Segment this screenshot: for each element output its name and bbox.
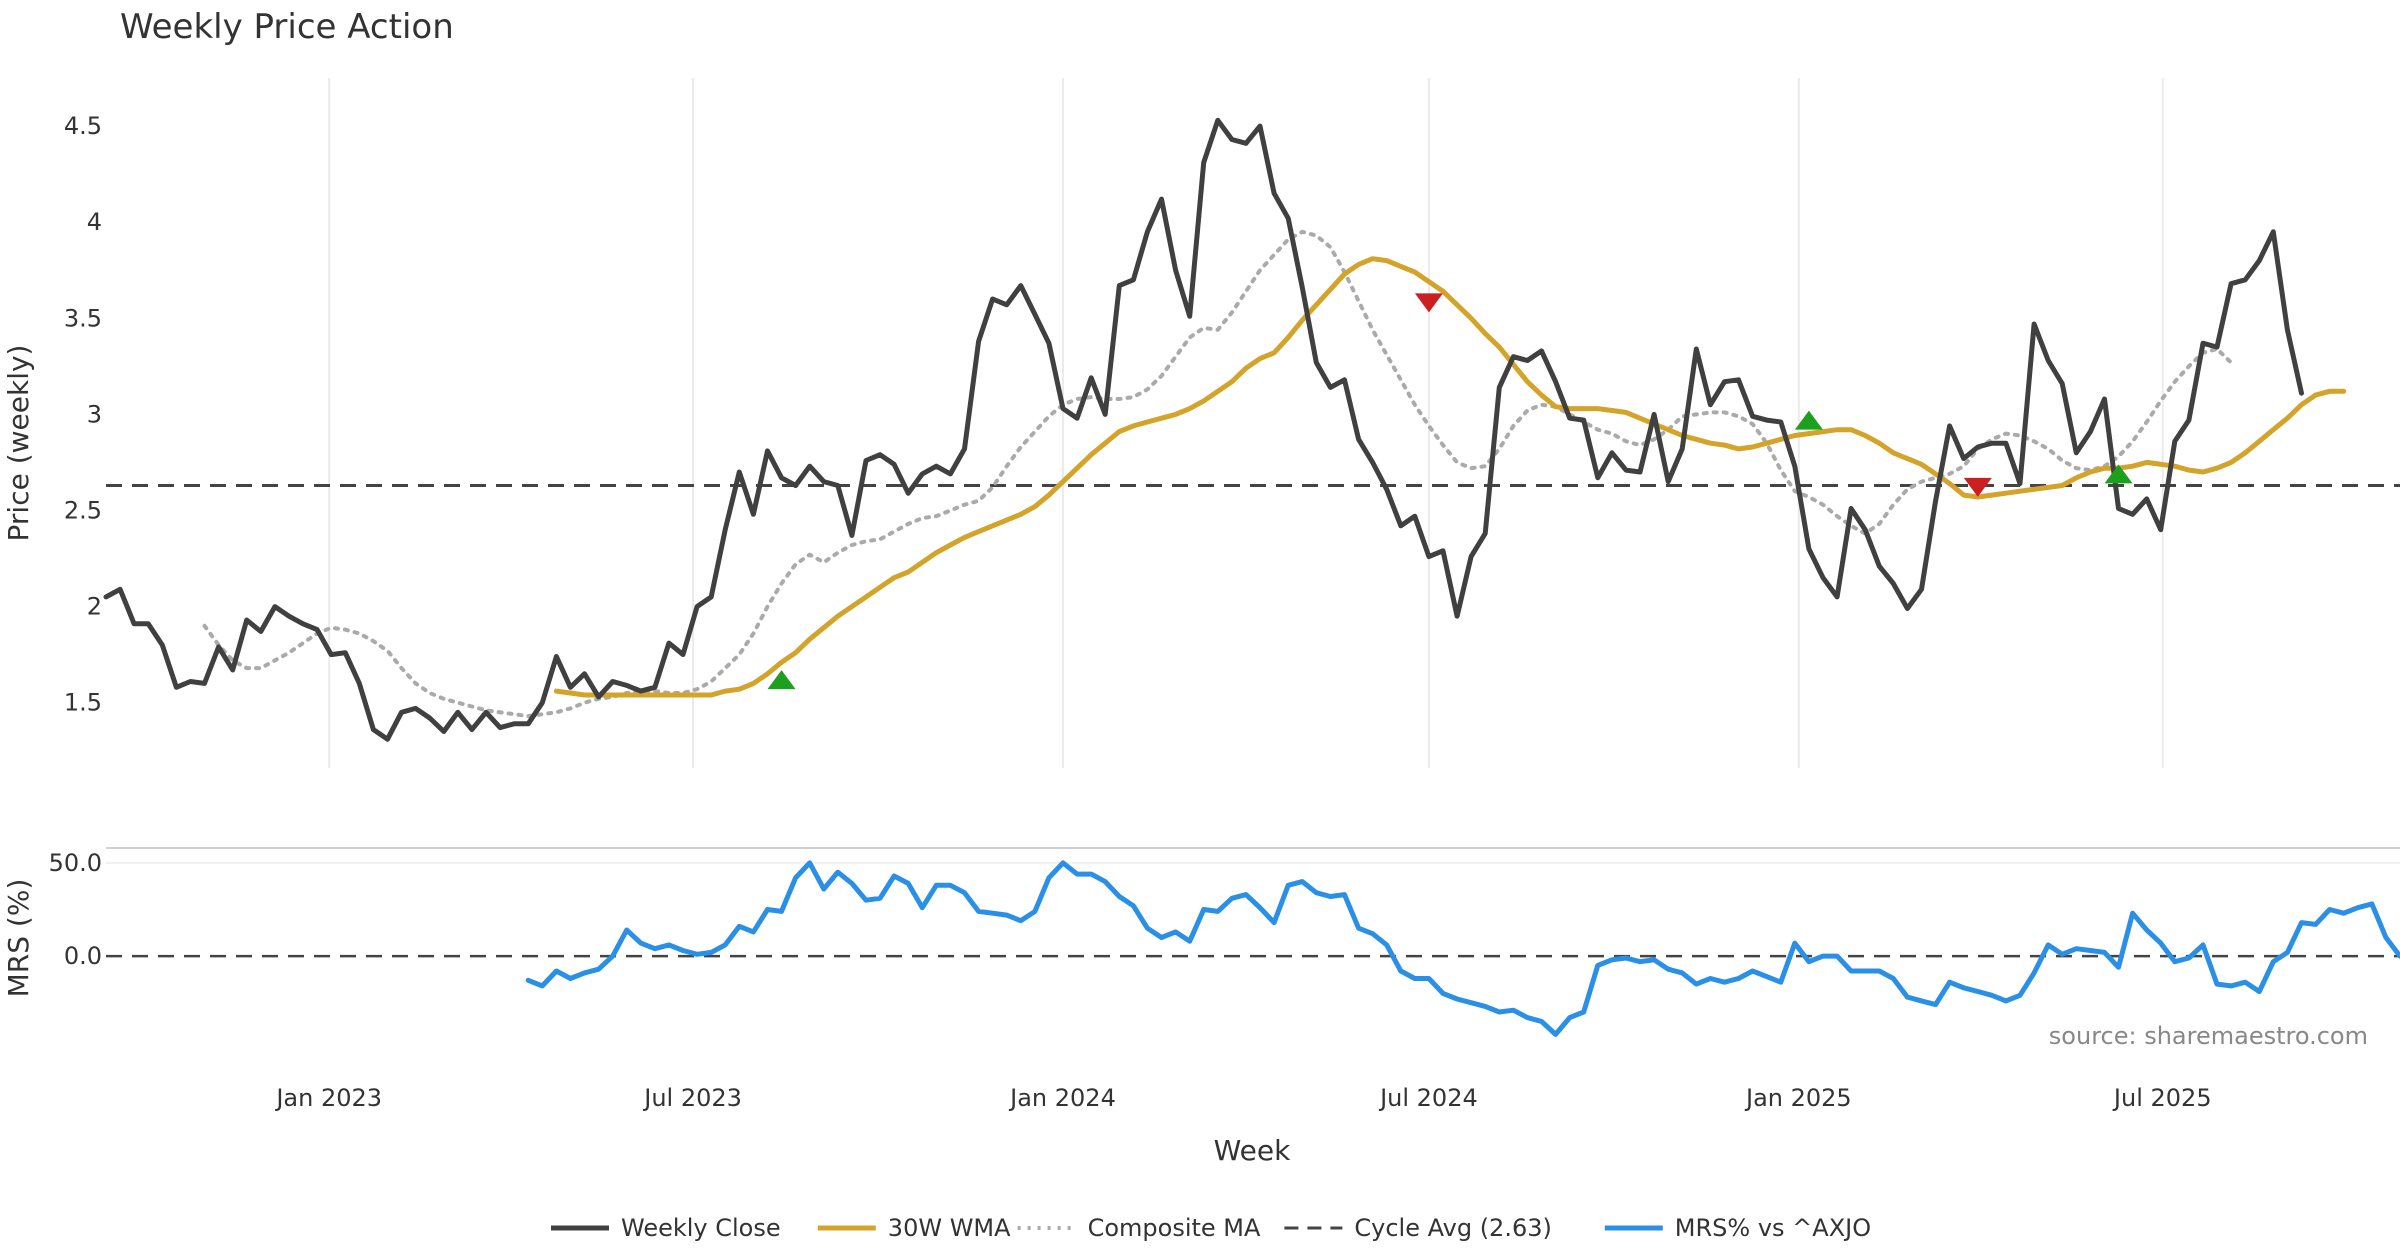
signal-up-marker [767, 670, 796, 690]
mrs-y-tick-label: 0.0 [64, 942, 102, 970]
price-y-tick-label: 3 [87, 400, 102, 428]
mrs-panel: 0.0 50.0 MRS (%) [2, 847, 2400, 1037]
chart-title: Weekly Price Action [120, 7, 454, 47]
source-note: source: sharemaestro.com [2049, 1022, 2368, 1050]
price-panel: 1.5 2 2.5 3 3.5 4 4.5 Price (weekly) [2, 78, 2400, 768]
mrs-y-tick-label: 50.0 [49, 849, 102, 877]
x-tick-label: Jul 2023 [642, 1084, 742, 1112]
legend-label-composite-ma: Composite MA [1088, 1214, 1261, 1242]
price-y-tick-label: 2 [87, 593, 102, 621]
price-y-tick-label: 4 [87, 208, 102, 236]
series-weekly-close-line [103, 117, 2304, 742]
legend-label-weekly-close: Weekly Close [621, 1214, 781, 1242]
mrs-y-axis-title: MRS (%) [2, 879, 35, 998]
signal-down-marker [1414, 293, 1443, 313]
series-30w-wma-line [553, 256, 2347, 698]
legend-label-30w-wma: 30W WMA [888, 1214, 1011, 1242]
price-y-axis-title: Price (weekly) [2, 345, 35, 542]
x-axis: Jan 2023 Jul 2023 Jan 2024 Jul 2024 Jan 2025… [274, 1084, 2211, 1112]
x-tick-label: Jul 2024 [1378, 1084, 1478, 1112]
x-tick-label: Jan 2023 [274, 1084, 382, 1112]
legend-label-mrs-vs-axjo: MRS% vs ^AXJO [1675, 1214, 1871, 1242]
signal-down-marker [1963, 477, 1992, 497]
x-tick-label: Jan 2025 [1744, 1084, 1852, 1112]
x-tick-label: Jul 2025 [2112, 1084, 2212, 1112]
signal-up-marker [2104, 464, 2133, 484]
price-y-tick-label: 1.5 [64, 689, 102, 717]
signal-up-marker [1794, 410, 1823, 430]
price-y-tick-label: 3.5 [64, 304, 102, 332]
legend-label-cycle-avg-2-63: Cycle Avg (2.63) [1354, 1214, 1551, 1242]
series-composite-ma-line [202, 229, 2234, 719]
series-mrs-vs-axjo-line [525, 860, 2400, 1037]
x-axis-title: Week [1214, 1134, 1291, 1167]
legend: Weekly Close 30W WMA Composite MA Cycle Avg… [551, 1214, 1871, 1242]
price-y-tick-label: 2.5 [64, 496, 102, 524]
price-y-tick-label: 4.5 [64, 112, 102, 140]
x-tick-label: Jan 2024 [1008, 1084, 1116, 1112]
